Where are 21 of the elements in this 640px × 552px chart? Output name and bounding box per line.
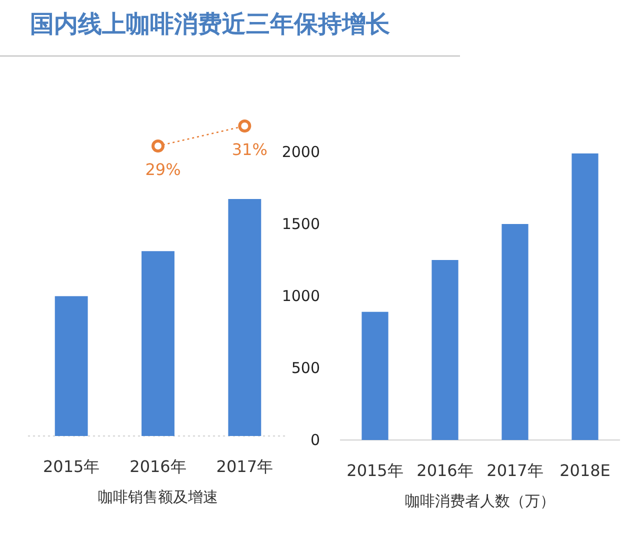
x-tick-label: 2015年 [346,461,404,480]
y-tick-label: 0 [310,431,320,449]
bar [362,312,388,440]
x-tick-label: 2017年 [486,461,544,480]
bar [572,153,598,440]
x-tick-label: 2016年 [130,457,186,476]
x-tick-label: 2016年 [416,461,474,480]
y-tick-label: 500 [291,359,320,377]
bar [432,260,458,440]
y-tick-label: 2000 [282,143,320,161]
y-tick-label: 1000 [282,287,320,305]
data-label: 29% [145,160,181,179]
x-axis-title: 咖啡消费者人数（万） [405,492,555,510]
x-axis-title: 咖啡销售额及增速 [98,488,218,506]
x-tick-label: 2018E [560,461,610,480]
x-tick-label: 2015年 [42,457,100,476]
data-label: 31% [232,140,268,159]
bar [502,224,528,440]
chart-title: 国内线上咖啡消费近三年保持增长 [30,10,390,38]
y-tick-label: 1500 [282,215,320,233]
x-tick-label: 2017年 [216,457,274,476]
